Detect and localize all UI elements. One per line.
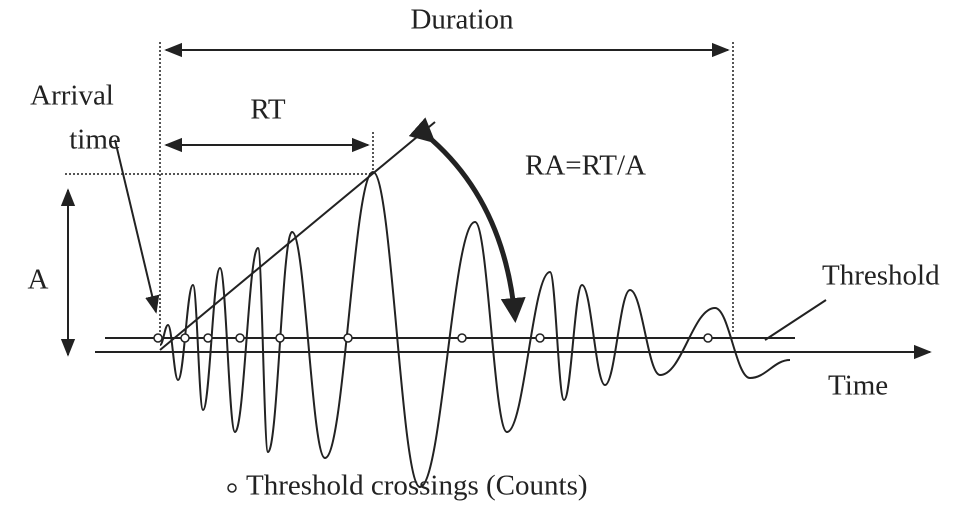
crossing-marker	[343, 333, 353, 343]
crossing-marker	[180, 333, 190, 343]
legend-label: Threshold crossings (Counts)	[246, 470, 588, 502]
rise-line	[159, 121, 436, 351]
crossing-marker	[535, 333, 545, 343]
arrival-label: time	[69, 124, 121, 156]
time-label: Time	[828, 370, 888, 402]
ra-label: RA=RT/A	[525, 150, 646, 182]
waveform	[159, 170, 791, 489]
rt-label: RT	[250, 94, 286, 126]
a-label: A	[28, 264, 49, 296]
crossings	[153, 333, 713, 343]
threshold-label: Threshold	[822, 260, 940, 292]
arrival-pointer	[114, 139, 160, 314]
crossing-marker	[153, 333, 163, 343]
crossing-marker	[457, 333, 467, 343]
legend-marker	[227, 483, 237, 493]
crossing-marker	[235, 333, 245, 343]
crossing-marker	[703, 333, 713, 343]
crossing-marker	[275, 333, 285, 343]
arrival-label: Arrival	[30, 80, 114, 112]
crossing-marker	[203, 333, 213, 343]
threshold-pointer	[764, 299, 827, 341]
ra-arrow	[408, 117, 526, 323]
duration-label: Duration	[410, 4, 514, 36]
